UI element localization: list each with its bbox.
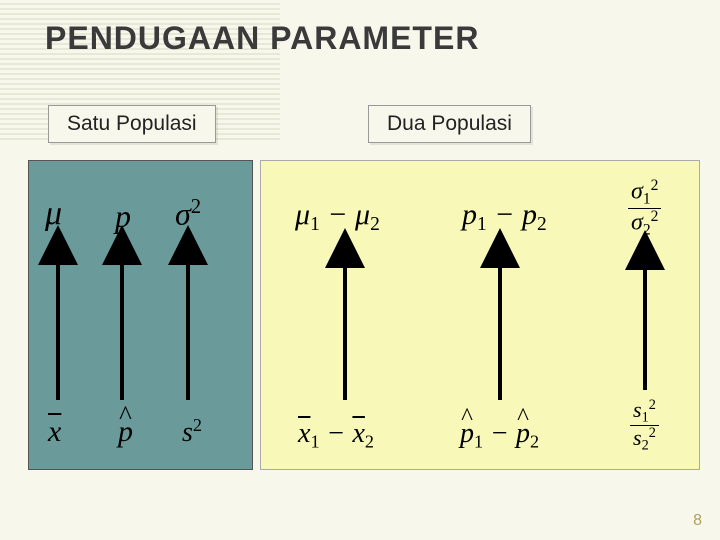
- formula-p-hat: p: [118, 415, 133, 449]
- label-satu-populasi: Satu Populasi: [48, 105, 216, 143]
- formula-phat1-minus-phat2: p1 − p2: [460, 418, 539, 452]
- formula-sigma-squared: σ2: [175, 195, 201, 232]
- label-dua-populasi: Dua Populasi: [368, 105, 531, 143]
- formula-p1-minus-p2: p1 − p2: [462, 198, 547, 236]
- formula-x-bar: x: [48, 415, 61, 449]
- formula-s-squared: s2: [182, 415, 202, 449]
- formula-s2-ratio: s12 s22: [630, 398, 659, 454]
- formula-sigma-ratio: σ12 σ22: [628, 178, 661, 238]
- page-number: 8: [693, 512, 702, 530]
- slide-title: PENDUGAAN PARAMETER: [45, 20, 479, 57]
- formula-p: p: [115, 198, 131, 235]
- formula-xbar1-minus-xbar2: x1 − x2: [298, 418, 374, 452]
- formula-mu: μ: [45, 195, 62, 233]
- formula-mu1-minus-mu2: μ1 − μ2: [295, 198, 380, 236]
